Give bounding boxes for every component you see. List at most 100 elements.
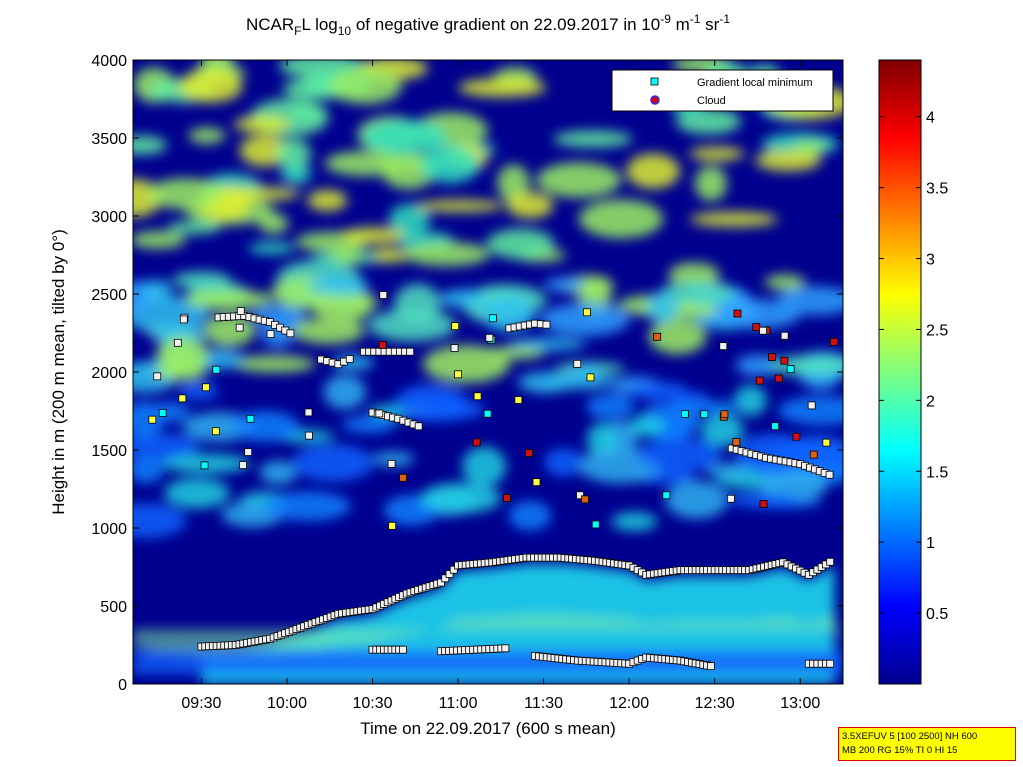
upper-minimum-marker [542,320,551,329]
heat-blob [777,395,843,426]
legend-marker-gradient-minimum [650,77,659,86]
heat-blob [167,220,222,235]
minimum-marker [450,344,459,352]
heat-blob [292,317,365,345]
heat-blob [140,279,172,302]
y-axis-label: Height in m (200 m mean, tilted by 0°) [49,229,68,515]
colorbar-tick-label: 1 [926,535,935,552]
heat-blob [188,127,226,144]
heat-blob [231,355,316,373]
heat-blob [462,446,506,487]
minimum-marker [786,365,795,374]
heat-blob [203,313,256,347]
info-box: 3.5XEFUV 5 [100 2500] NH 600 MB 200 RG 1… [838,727,1016,761]
cloud-marker [774,374,783,383]
minimum-marker [379,291,388,299]
heat-blob [276,138,312,170]
minimum-marker [576,491,584,500]
heat-blob [665,480,728,519]
legend-label-cloud: Cloud [697,95,726,107]
minimum-marker [179,315,188,324]
colorbar-ticks: 0.5 1 1.5 2 2.5 3 3.5 4 [879,110,948,623]
minimum-marker [780,331,789,340]
heat-blob [330,249,366,264]
cloud-marker [581,495,589,504]
cloud-marker [780,356,789,365]
x-tick-label: 12:30 [695,695,735,712]
minimum-marker [514,396,523,404]
heat-blob [506,192,554,219]
heat-blob [659,281,736,305]
heat-blob [544,277,585,293]
heat-blob [586,393,635,420]
heat-blob [172,271,231,290]
heat-blob [626,153,680,189]
lower-minimum-marker [501,644,510,653]
minimum-marker [235,323,244,332]
title-rest: of negative gradient on 22.09.2017 in 10 [351,15,660,34]
minimum-marker [591,520,600,529]
cloud-marker [472,438,481,447]
minimum-marker [807,401,816,410]
cloud-marker [733,309,742,318]
minimum-marker [532,478,541,487]
y-tick-label: 2500 [91,287,127,304]
title-sub: F [294,24,301,38]
heat-blob [420,146,480,184]
boundary-minimum-marker [445,570,454,578]
minimum-marker [662,491,671,500]
minimum-marker [305,431,313,440]
x-tick-label: 12:00 [609,695,649,712]
heat-blob [486,228,555,260]
minimum-marker [822,438,831,447]
upper-minimum-marker [345,355,354,363]
heat-blob [263,491,352,521]
plot-area [133,60,843,684]
colorbar-tick-label: 0.5 [926,606,948,623]
heat-blob [133,401,164,439]
info-line-1: 3.5XEFUV 5 [100 2500] NH 600 [842,731,978,742]
minimum-marker [266,330,275,338]
minimum-marker [726,494,735,503]
heat-blob [544,448,583,477]
y-tick-label: 0 [118,677,127,694]
y-tick-label: 3500 [91,131,127,148]
heat-blob [675,108,742,135]
heat-blob [290,105,326,121]
minimum-marker [244,448,253,456]
cloud-marker [732,438,741,447]
title-sup2: -1 [690,12,701,26]
heat-blob [553,130,633,148]
heat-blob [648,318,707,355]
heat-blob [631,381,688,401]
heat-blob [611,512,658,531]
chart-title: NCARFL log10 of negative gradient on 22.… [246,12,730,38]
cloud-marker [502,494,511,502]
colorbar-tick-label: 4 [926,110,935,127]
heat-blob [542,374,614,390]
heat-blob [147,178,224,210]
minimum-marker [178,394,187,403]
heat-blob [308,276,370,296]
minimum-marker [200,461,209,470]
heat-blob [689,146,745,161]
title-unit2: sr [700,15,719,34]
heat-blob [133,135,167,155]
x-tick-label: 10:30 [352,695,392,712]
minimum-marker [759,326,767,335]
heat-blob [133,503,187,539]
boundary-minimum-marker [437,578,445,587]
heat-blob [497,164,530,203]
heat-blob [578,199,664,239]
minimum-marker [212,365,221,374]
x-tick-label: 10:00 [267,695,307,712]
y-axis: 0 500 1000 1500 2000 2500 3000 3500 4000 [91,53,843,694]
heat-blob [362,119,447,155]
minimum-marker [483,409,492,418]
heat-blob [734,384,767,417]
upper-minimum-marker [825,470,834,479]
heat-blob [340,227,407,245]
heat-blob [793,140,827,154]
minimum-marker [236,307,245,315]
colorbar-tick-label: 3 [926,252,935,269]
